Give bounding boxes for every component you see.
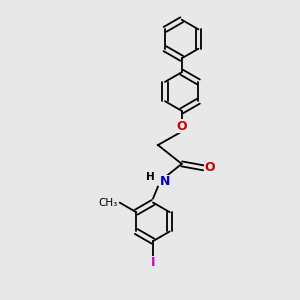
Text: I: I bbox=[151, 256, 155, 269]
Text: N: N bbox=[160, 175, 170, 188]
Text: O: O bbox=[176, 120, 187, 133]
Text: H: H bbox=[146, 172, 155, 182]
Text: O: O bbox=[205, 161, 215, 174]
Text: CH₃: CH₃ bbox=[99, 198, 118, 208]
